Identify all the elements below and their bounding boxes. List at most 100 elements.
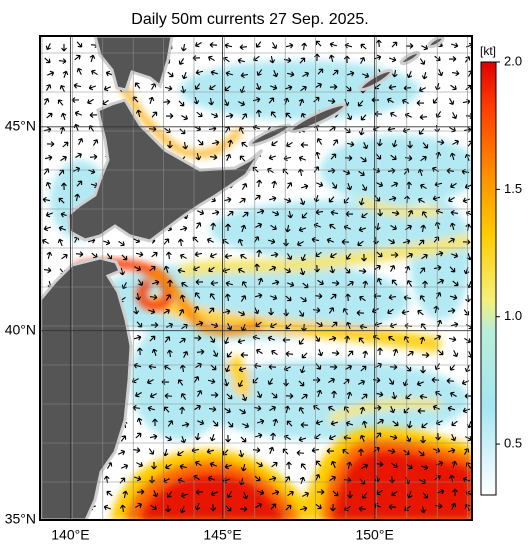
current-arrow bbox=[361, 253, 367, 262]
current-arrow bbox=[358, 505, 367, 512]
current-arrow bbox=[151, 461, 157, 470]
current-arrow bbox=[387, 97, 394, 103]
current-arrow bbox=[330, 460, 337, 468]
current-arrow bbox=[195, 42, 202, 48]
current-arrow bbox=[256, 391, 263, 399]
colorbar-unit: [kt] bbox=[480, 44, 496, 58]
current-arrow bbox=[421, 422, 428, 429]
current-arrow bbox=[206, 237, 214, 244]
current-arrow bbox=[163, 308, 170, 314]
current-arrow bbox=[74, 110, 82, 117]
current-arrow bbox=[317, 279, 324, 286]
current-arrow bbox=[106, 490, 113, 497]
current-arrow bbox=[345, 211, 354, 217]
current-arrow bbox=[302, 71, 310, 77]
current-arrow bbox=[270, 432, 277, 441]
current-arrow bbox=[256, 69, 263, 76]
current-arrow bbox=[180, 492, 189, 499]
current-arrow bbox=[402, 98, 409, 104]
current-arrow bbox=[210, 490, 218, 497]
current-arrow bbox=[135, 502, 143, 508]
current-arrow bbox=[193, 335, 202, 341]
current-arrow bbox=[194, 292, 201, 299]
current-arrow bbox=[194, 251, 203, 258]
current-arrow bbox=[451, 502, 457, 510]
current-arrow bbox=[286, 141, 293, 148]
current-arrow bbox=[359, 295, 366, 302]
current-arrow bbox=[390, 252, 399, 258]
map-frame bbox=[39, 35, 473, 521]
current-arrow bbox=[238, 366, 247, 373]
current-arrow bbox=[61, 182, 67, 191]
current-arrow bbox=[341, 238, 350, 245]
current-arrow bbox=[390, 154, 397, 161]
current-arrow bbox=[407, 140, 413, 149]
current-arrow bbox=[361, 492, 368, 499]
current-arrow bbox=[326, 448, 335, 454]
current-arrow bbox=[165, 113, 174, 119]
current-arrow bbox=[180, 435, 187, 444]
current-arrow bbox=[166, 349, 173, 358]
current-arrow bbox=[344, 127, 351, 134]
current-arrow bbox=[270, 503, 277, 510]
current-arrow bbox=[209, 293, 216, 300]
current-arrow bbox=[208, 406, 217, 413]
current-arrow bbox=[224, 99, 230, 107]
current-arrow bbox=[103, 85, 111, 92]
current-arrow bbox=[418, 239, 425, 246]
current-arrow bbox=[149, 392, 157, 399]
current-arrow bbox=[177, 238, 184, 247]
current-arrow bbox=[328, 307, 335, 314]
current-arrow bbox=[165, 436, 172, 442]
current-arrow bbox=[61, 43, 67, 52]
current-arrow bbox=[252, 447, 261, 454]
current-arrow bbox=[329, 223, 336, 230]
current-arrow bbox=[78, 137, 84, 145]
map-title: Daily 50m currents 27 Sep. 2025. bbox=[131, 11, 368, 28]
current-arrow bbox=[422, 492, 429, 499]
current-arrow bbox=[226, 491, 232, 499]
current-arrow bbox=[302, 491, 310, 497]
current-arrow bbox=[345, 253, 352, 260]
current-arrow bbox=[328, 196, 335, 203]
current-arrow bbox=[256, 489, 265, 496]
current-arrow bbox=[195, 320, 204, 327]
current-arrow bbox=[255, 41, 262, 48]
current-arrow bbox=[197, 209, 205, 216]
current-arrow bbox=[331, 280, 340, 287]
current-arrow bbox=[449, 222, 456, 231]
current-arrow bbox=[241, 141, 248, 148]
current-arrow bbox=[270, 224, 277, 231]
current-arrow bbox=[300, 142, 309, 148]
current-arrow bbox=[358, 379, 366, 385]
current-arrow bbox=[298, 338, 305, 345]
current-arrow bbox=[315, 460, 322, 467]
current-arrow bbox=[46, 112, 53, 119]
current-arrow bbox=[102, 239, 111, 246]
current-arrow bbox=[421, 211, 428, 218]
current-arrow bbox=[452, 350, 459, 358]
current-arrow bbox=[345, 364, 352, 370]
current-arrow bbox=[287, 253, 293, 260]
current-arrow bbox=[301, 212, 308, 219]
current-arrow bbox=[87, 168, 96, 175]
current-arrow bbox=[240, 436, 247, 443]
current-arrow bbox=[300, 463, 307, 470]
current-arrow bbox=[375, 432, 382, 439]
current-arrow bbox=[165, 463, 172, 470]
current-arrow bbox=[121, 282, 127, 290]
current-arrow bbox=[210, 222, 217, 231]
current-arrow bbox=[312, 377, 321, 383]
current-arrow bbox=[76, 180, 83, 187]
current-arrow bbox=[451, 460, 458, 469]
current-arrow bbox=[358, 448, 364, 457]
current-arrow bbox=[196, 348, 205, 355]
current-arrow bbox=[181, 323, 188, 330]
current-arrow bbox=[406, 420, 413, 429]
y-tick-label: 40°N bbox=[5, 321, 36, 337]
current-arrow bbox=[361, 393, 368, 400]
current-arrow bbox=[208, 307, 215, 314]
current-arrow bbox=[314, 335, 321, 342]
current-arrow bbox=[197, 139, 204, 146]
current-arrow bbox=[177, 379, 184, 386]
